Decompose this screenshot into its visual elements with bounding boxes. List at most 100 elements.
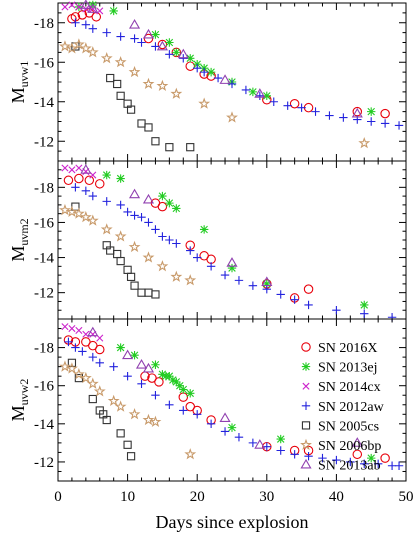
legend-entry: SN 2013ab <box>300 459 381 474</box>
data-point <box>137 119 146 128</box>
data-point <box>86 214 99 226</box>
data-point <box>87 326 99 337</box>
data-point <box>142 413 155 426</box>
data-point <box>84 175 95 186</box>
data-point <box>380 453 390 463</box>
data-point <box>261 276 273 287</box>
y-axis-label-sub: uvw2 <box>17 379 31 406</box>
data-point <box>151 225 160 234</box>
data-point <box>126 452 136 461</box>
data-point <box>86 377 99 389</box>
data-point <box>175 381 184 390</box>
data-point <box>151 30 160 39</box>
data-point <box>219 74 231 84</box>
data-point <box>113 79 122 89</box>
data-point <box>116 429 125 438</box>
data-point <box>248 281 258 290</box>
data-point <box>168 375 178 385</box>
data-point <box>346 457 355 467</box>
series-sn-2005cs <box>71 42 195 152</box>
data-point <box>100 52 113 64</box>
panel-uvm2: -18 -16 -14 -12 Muvm2 <box>8 160 407 322</box>
legend-label: SN 2014cx <box>318 380 381 395</box>
data-point <box>179 406 188 415</box>
data-point <box>61 164 69 172</box>
data-point <box>179 54 188 63</box>
series-sn-2016x <box>67 8 390 119</box>
data-point <box>219 412 231 423</box>
data-point <box>276 434 285 444</box>
data-point <box>114 230 127 242</box>
data-point <box>128 240 141 253</box>
y-axis-label: Muvm2 <box>8 218 31 261</box>
data-point <box>95 179 105 189</box>
data-point <box>82 330 90 338</box>
data-point <box>142 251 155 263</box>
series-sn-2013ab <box>80 0 363 118</box>
legend-label: SN 2016X <box>318 341 378 356</box>
data-point <box>61 3 69 11</box>
data-point <box>114 56 127 68</box>
data-point <box>116 200 125 210</box>
data-point <box>289 98 300 109</box>
data-point <box>172 204 181 213</box>
data-point <box>113 249 122 259</box>
data-point <box>193 63 202 73</box>
data-point <box>367 107 376 116</box>
y-tick-label: -18 <box>34 180 54 196</box>
data-point <box>130 351 139 360</box>
data-point <box>262 284 271 294</box>
data-point <box>59 203 71 216</box>
data-point <box>303 284 314 294</box>
data-point <box>126 105 136 114</box>
data-point <box>186 389 195 398</box>
legend-label: SN 2005cs <box>318 419 379 434</box>
data-point <box>254 439 266 449</box>
data-point <box>360 309 369 318</box>
data-point <box>151 137 160 146</box>
series-sn-2012aw <box>64 337 404 470</box>
data-point <box>248 438 258 448</box>
panel-frame <box>57 160 407 320</box>
data-point <box>96 7 104 15</box>
data-point <box>80 164 92 174</box>
x-tick-label: 30 <box>259 489 274 505</box>
series-sn-2014cx <box>61 1 104 15</box>
data-point <box>226 257 238 267</box>
data-point <box>86 46 99 58</box>
data-point <box>72 207 85 219</box>
data-point <box>165 400 174 409</box>
series-sn-2006bp <box>59 203 197 286</box>
data-point <box>157 39 168 50</box>
data-point <box>102 28 111 37</box>
legend-label: SN 2013ab <box>318 459 381 474</box>
data-point <box>137 288 146 297</box>
y-tick-label: -16 <box>34 215 54 231</box>
data-point <box>71 18 80 27</box>
data-point <box>116 174 125 183</box>
legend-entry: SN 2005cs <box>301 419 379 434</box>
data-point <box>95 344 105 355</box>
data-point <box>87 3 99 13</box>
data-point <box>220 270 230 280</box>
data-point <box>193 410 202 419</box>
data-point <box>241 85 251 95</box>
data-point <box>172 239 181 248</box>
data-point <box>394 461 404 470</box>
data-point <box>151 391 160 400</box>
data-point <box>63 175 74 186</box>
data-point <box>165 38 174 47</box>
data-point <box>123 265 132 274</box>
data-point <box>106 73 115 83</box>
data-point <box>380 119 390 128</box>
x-tick-label: 0 <box>54 489 62 505</box>
data-point <box>254 88 266 98</box>
series-sn-2005cs <box>67 358 136 461</box>
data-point <box>144 288 153 297</box>
data-point <box>318 453 327 463</box>
data-point <box>269 97 278 106</box>
x-tick-label: 40 <box>329 489 344 505</box>
data-point <box>68 324 76 333</box>
data-point <box>122 349 134 360</box>
data-point <box>198 97 211 109</box>
